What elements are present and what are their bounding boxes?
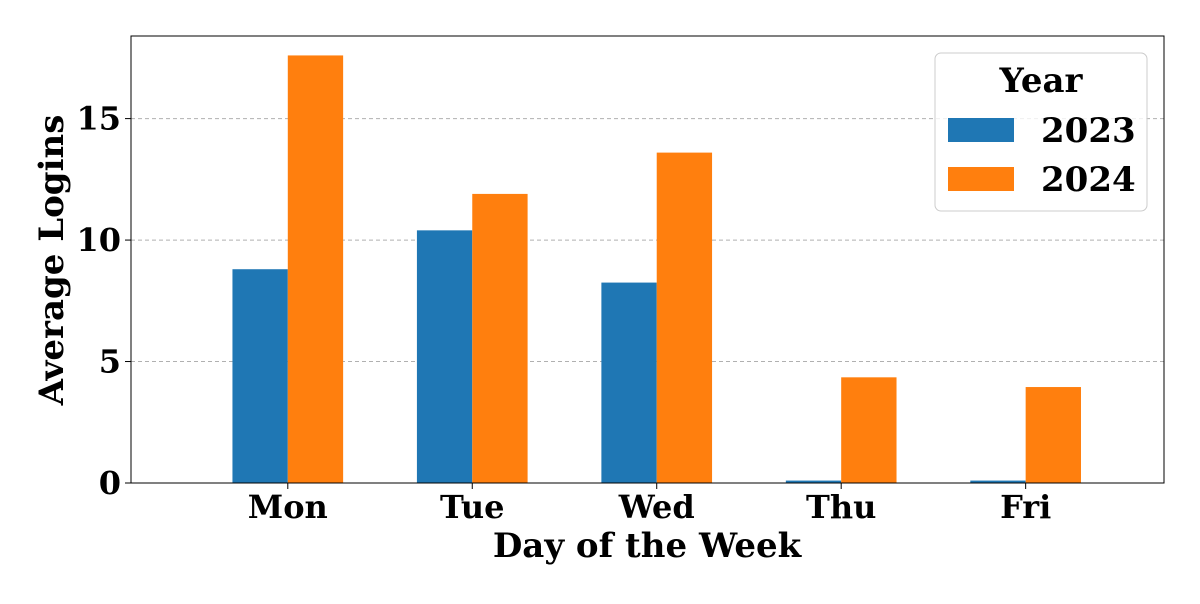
x-tick-label: Mon (248, 488, 328, 526)
legend-label-2024: 2024 (1041, 160, 1136, 200)
y-tick-label: 15 (76, 100, 121, 138)
bar-2023-Tue (416, 230, 473, 483)
y-ticks: 0 5 10 15 (76, 100, 131, 502)
x-tick-label: Thu (806, 488, 876, 526)
bar-2023-Thu (785, 480, 842, 483)
legend-title: Year (999, 61, 1084, 101)
bar-2024-Fri (1025, 387, 1081, 483)
bar-2024-Thu (841, 377, 897, 483)
bar-2024-Mon (287, 55, 344, 483)
bar-2023-Wed (601, 282, 657, 483)
x-tick-label: Fri (1000, 488, 1051, 526)
bars-layer (232, 55, 1081, 484)
x-axis-label: Day of the Week (493, 526, 803, 566)
bar-2023-Fri (970, 480, 1026, 483)
legend-entries: 2023 2024 (948, 111, 1136, 200)
legend-label-2023: 2023 (1041, 111, 1136, 151)
y-tick-label: 5 (99, 343, 121, 381)
plot-frame (130, 35, 1165, 484)
bar-2024-Wed (656, 152, 713, 483)
legend-swatch-2023 (948, 118, 1014, 142)
bar-2023-Mon (232, 269, 288, 483)
legend-swatch-2024 (948, 167, 1014, 191)
y-axis-label: Average Logins (32, 115, 72, 407)
y-tick-label: 10 (76, 221, 121, 259)
x-ticks: Mon Tue Wed Thu Fri (248, 483, 1051, 526)
x-tick-label: Tue (440, 488, 505, 526)
bar-2024-Tue (472, 193, 528, 484)
x-tick-label: Wed (618, 488, 695, 526)
legend: Year 2023 2024 (934, 52, 1148, 212)
y-tick-label: 0 (99, 464, 121, 502)
